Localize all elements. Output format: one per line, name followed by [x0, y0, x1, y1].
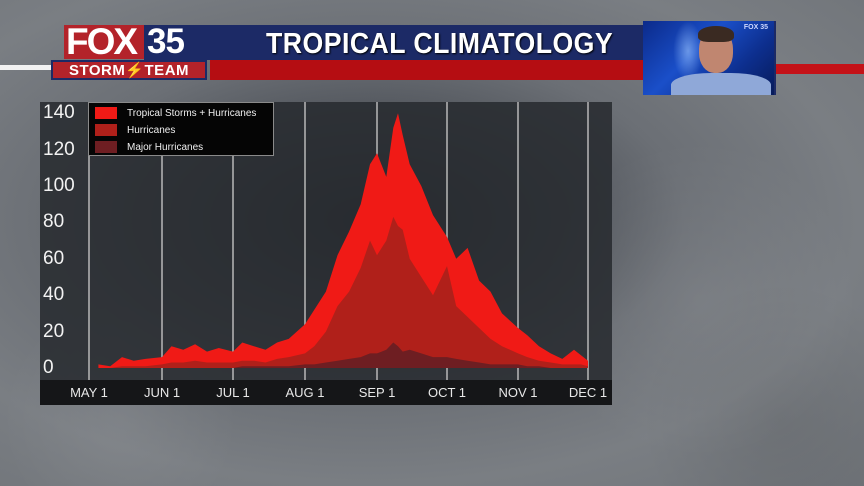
x-tick-label: JUN 1: [143, 385, 181, 400]
y-tick-label: 20: [43, 320, 65, 342]
x-tick-label: NOV 1: [498, 385, 538, 400]
y-tick-label: 40: [43, 284, 65, 306]
presenter-video-feed: FOX 35: [643, 21, 776, 95]
area-major-hurricanes: [98, 342, 589, 368]
legend-item-tropical-storms: Tropical Storms + Hurricanes: [95, 106, 256, 120]
y-tick-label: 80: [43, 211, 65, 233]
fox-logo-block: [64, 25, 144, 59]
header-red-bar-right: [774, 64, 864, 74]
channel-number: 35: [147, 22, 185, 61]
y-tick-label: 0: [43, 357, 54, 378]
climatology-chart: 0 20 40 60 80 100 120 140 MAY 1 JUN 1 JUL 1 AUG 1 S…: [40, 102, 612, 405]
x-tick-label: MAY 1: [70, 385, 108, 400]
y-tick-label: 140: [43, 102, 75, 124]
x-tick-label: SEP 1: [358, 385, 396, 400]
header-red-bar: [210, 60, 644, 80]
legend-item-hurricanes: Hurricanes: [95, 123, 175, 137]
header-left-line: [0, 65, 52, 70]
legend-swatch: [95, 107, 117, 119]
presenter-bg-logo: FOX 35: [743, 24, 768, 31]
chart-legend: Tropical Storms + Hurricanes Hurricanes …: [88, 102, 274, 156]
x-tick-label: DEC 1: [568, 385, 608, 400]
storm-team-label: STORM⚡TEAM: [68, 62, 190, 79]
y-tick-label: 120: [43, 138, 75, 160]
legend-swatch: [95, 141, 117, 153]
title-bar: [144, 25, 644, 60]
storm-team-badge: STORM⚡TEAM: [51, 60, 207, 80]
legend-label: Tropical Storms + Hurricanes: [127, 107, 257, 119]
fox-logo-text: FOX: [66, 21, 138, 62]
y-tick-label: 100: [43, 175, 75, 196]
legend-item-major-hurricanes: Major Hurricanes: [95, 140, 203, 154]
area-hurricanes: [98, 216, 589, 368]
x-tick-label: AUG 1: [285, 385, 325, 400]
chart-plot-area: [88, 102, 589, 380]
x-axis-strip: [40, 380, 612, 405]
legend-swatch: [95, 124, 117, 136]
legend-label: Major Hurricanes: [127, 141, 204, 153]
area-tropical-storms-hurricanes: [98, 113, 589, 368]
y-tick-label: 60: [43, 247, 65, 269]
page-title: TROPICAL CLIMATOLOGY: [266, 28, 614, 60]
legend-label: Hurricanes: [127, 124, 176, 136]
presenter-body: [671, 73, 771, 95]
x-tick-label: OCT 1: [427, 385, 467, 400]
x-tick-label: JUL 1: [216, 385, 250, 400]
